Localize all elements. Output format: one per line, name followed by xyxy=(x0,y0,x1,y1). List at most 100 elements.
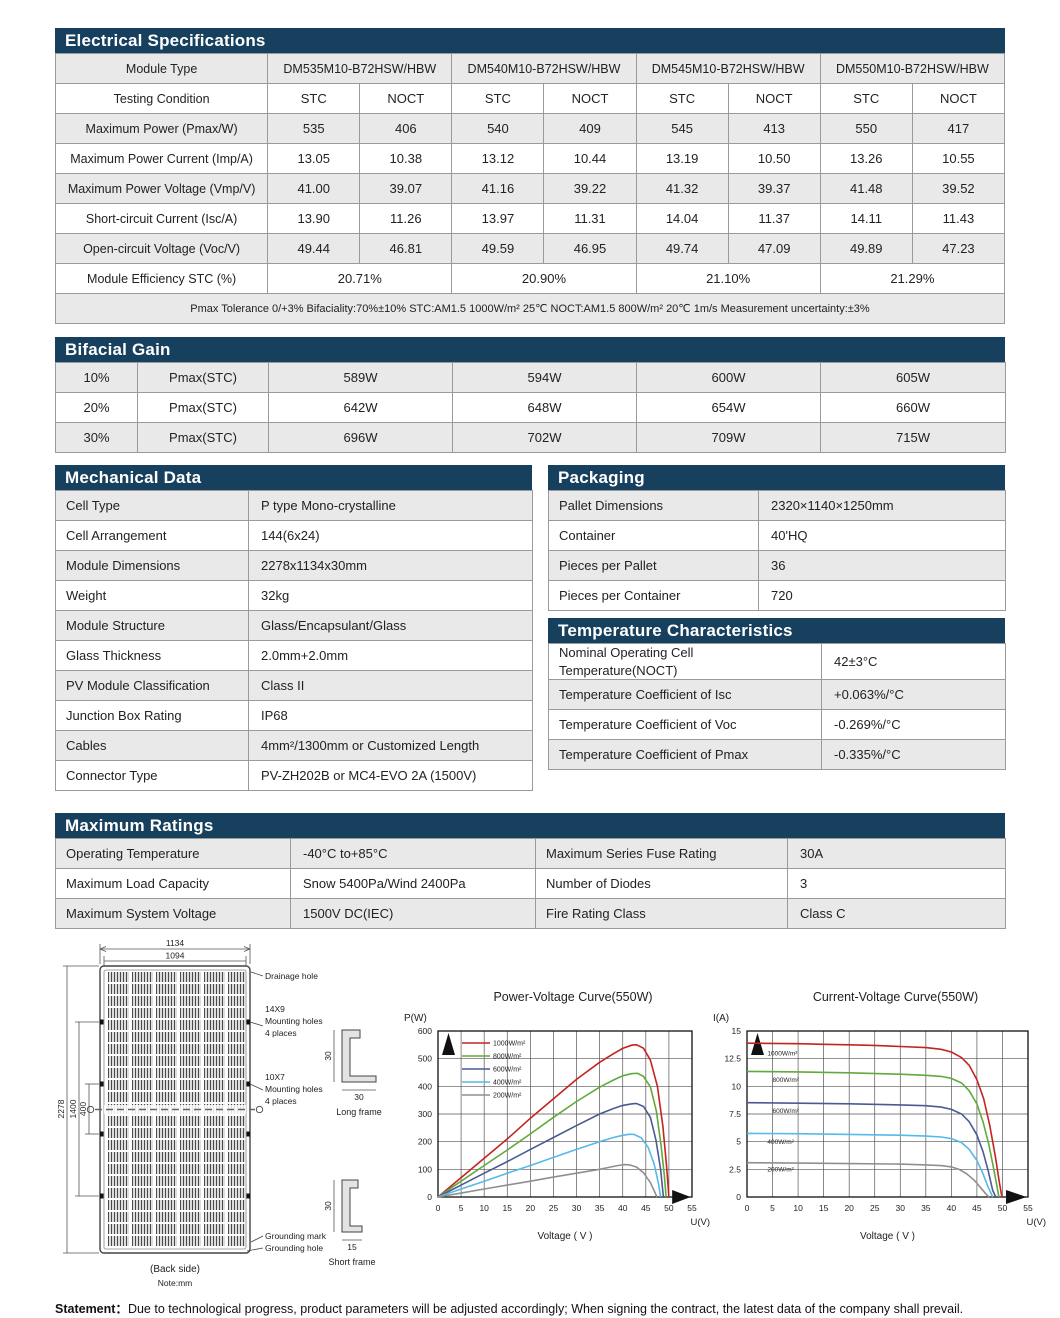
condition-cell: NOCT xyxy=(727,83,821,114)
spec-value: 13.26 xyxy=(819,143,913,174)
y-tick-label: 200 xyxy=(418,1137,432,1147)
legend-label: 200W/m² xyxy=(493,1093,522,1100)
y-tick-label: 500 xyxy=(418,1054,432,1064)
testing-condition-label: Testing Condition xyxy=(54,83,269,114)
spec-value: 10.38 xyxy=(359,143,453,174)
section-title-bar: Temperature Characteristics xyxy=(548,618,1005,643)
temp-value: -0.335%/°C xyxy=(821,739,1006,771)
bifacial-gain-table: 10% Pmax(STC) 589W 594W 600W 605W 20% Pmax(STC)… xyxy=(55,362,1006,453)
temp-label: Nominal Operating Cell Temperature(NOCT) xyxy=(548,642,822,681)
spec-value: 41.16 xyxy=(451,173,545,204)
note-caption: Note:mm xyxy=(158,1278,192,1288)
rating-label: Fire Rating Class xyxy=(535,898,788,929)
y-tick-label: 12.5 xyxy=(724,1054,741,1064)
packaging-table: Pallet Dimensions 2320×1140×1250mm Contain… xyxy=(548,490,1006,611)
test-conditions-footnote: Pmax Tolerance 0/+3% Bifaciality:70%±10%… xyxy=(55,293,1005,324)
bifacial-row-label: Pmax(STC) xyxy=(137,392,269,423)
x-tick-label: 15 xyxy=(503,1203,513,1213)
mech-label: Cell Arrangement xyxy=(55,520,249,551)
rating-value: 1500V DC(IEC) xyxy=(290,898,536,929)
module-drawing-svg: 1134 1094 2278 1400 400 xyxy=(56,938,382,1288)
table-row: 30% Pmax(STC) 696W 702W 709W 715W xyxy=(55,422,1006,453)
bifacial-value: 648W xyxy=(452,392,637,423)
pv-curve-series-600W/m² xyxy=(437,1102,665,1198)
condition-cell: STC xyxy=(451,83,545,114)
pv-curve-series-200W/m² xyxy=(437,1163,658,1198)
dim-full-height: 2278 xyxy=(56,1099,66,1118)
table-row: 20% Pmax(STC) 642W 648W 654W 660W xyxy=(55,392,1006,423)
series-inline-label: 200W/m² xyxy=(767,1167,794,1174)
mech-label: Cables xyxy=(55,730,249,761)
x-tick-label: 35 xyxy=(921,1203,931,1213)
table-row: Temperature Coefficient of Voc -0.269%/°C xyxy=(548,709,1006,741)
callout-drainage-hole: Drainage hole xyxy=(265,971,318,981)
y-tick-label: 10 xyxy=(732,1081,742,1091)
mech-value: 2278x1134x30mm xyxy=(248,550,533,581)
section-title: Temperature Characteristics xyxy=(558,621,793,640)
rating-value: Class C xyxy=(787,898,1006,929)
x-tick-label: 30 xyxy=(572,1203,582,1213)
rating-label: Maximum System Voltage xyxy=(55,898,291,929)
callout-grounding-hole: Grounding hole xyxy=(265,1243,323,1253)
bifacial-gain-percent: 20% xyxy=(55,392,138,423)
y-tick-label: 15 xyxy=(732,1026,742,1036)
packaging-label: Container xyxy=(548,520,759,551)
y-tick-label: 300 xyxy=(418,1109,432,1119)
spec-value: 409 xyxy=(543,113,637,144)
electrical-specifications-table: Module Type DM535M10-B72HSW/HBW DM540M10-B… xyxy=(54,53,1006,324)
packaging-value: 40'HQ xyxy=(758,520,1006,551)
table-row: 10% Pmax(STC) 589W 594W 600W 605W xyxy=(55,362,1006,393)
x-tick-label: 0 xyxy=(436,1203,441,1213)
spec-value: 10.50 xyxy=(727,143,821,174)
y-tick-label: 7.5 xyxy=(729,1109,741,1119)
table-row: Module Structure Glass/Encapsulant/Glass xyxy=(55,610,533,641)
spec-value: 550 xyxy=(819,113,913,144)
spec-value: 49.44 xyxy=(267,233,361,264)
section-title-bar: Packaging xyxy=(548,465,1005,490)
section-title: Packaging xyxy=(558,468,645,487)
table-row: Cell Type P type Mono-crystalline xyxy=(55,490,533,521)
efficiency-value: 20.90% xyxy=(451,263,637,294)
x-tick-label: 25 xyxy=(870,1203,880,1213)
section-title: Maximum Ratings xyxy=(65,816,214,835)
condition-cell: NOCT xyxy=(911,83,1006,114)
mech-label: Cell Type xyxy=(55,490,249,521)
spec-value: 13.05 xyxy=(267,143,361,174)
module-type-value: DM540M10-B72HSW/HBW xyxy=(451,53,637,84)
series-inline-label: 400W/m² xyxy=(767,1139,794,1146)
callout-mount1-line1: 14X9 xyxy=(265,1004,285,1014)
x-axis-arrow xyxy=(1006,1190,1027,1204)
y-tick-label: 2.5 xyxy=(729,1164,741,1174)
spec-value: 545 xyxy=(635,113,729,144)
x-tick-label: 35 xyxy=(595,1203,605,1213)
callout-grounding-mark: Grounding mark xyxy=(265,1231,327,1241)
maximum-ratings-table: Operating Temperature -40°C to+85°C Maximu… xyxy=(55,838,1006,929)
mech-value: IP68 xyxy=(248,700,533,731)
section-title-bar: Maximum Ratings xyxy=(55,813,1005,838)
spec-value: 49.59 xyxy=(451,233,545,264)
bifacial-value: 605W xyxy=(820,362,1006,393)
packaging-value: 720 xyxy=(758,580,1006,611)
spec-value: 14.04 xyxy=(635,203,729,234)
spec-value: 46.81 xyxy=(359,233,453,264)
bifacial-value: 660W xyxy=(820,392,1006,423)
spec-value: 11.43 xyxy=(911,203,1006,234)
bifacial-value: 589W xyxy=(268,362,453,393)
table-row: Pmax Tolerance 0/+3% Bifaciality:70%±10%… xyxy=(55,293,1005,324)
bifacial-row-label: Pmax(STC) xyxy=(137,422,269,453)
series-inline-label: 600W/m² xyxy=(773,1108,800,1115)
efficiency-value: 20.71% xyxy=(267,263,453,294)
spec-value: 14.11 xyxy=(819,203,913,234)
bifacial-value: 715W xyxy=(820,422,1006,453)
long-frame-width-dim: 30 xyxy=(354,1092,364,1102)
table-row: Module Dimensions 2278x1134x30mm xyxy=(55,550,533,581)
spec-value: 11.37 xyxy=(727,203,821,234)
pv-curve-xlabel: Voltage ( V ) xyxy=(537,1231,592,1242)
spec-value: 11.31 xyxy=(543,203,637,234)
mech-label: Glass Thickness xyxy=(55,640,249,671)
table-row: Short-circuit Current (Isc/A) 13.90 11.26 1… xyxy=(54,203,1006,234)
callout-mount2-line1: 10X7 xyxy=(265,1072,285,1082)
table-row: Maximum Power (Pmax/W) 535 406 540 409 545 413… xyxy=(54,113,1006,144)
module-drawing: 1134 1094 2278 1400 400 xyxy=(55,938,400,1300)
dim-mount-span: 1400 xyxy=(68,1099,78,1118)
